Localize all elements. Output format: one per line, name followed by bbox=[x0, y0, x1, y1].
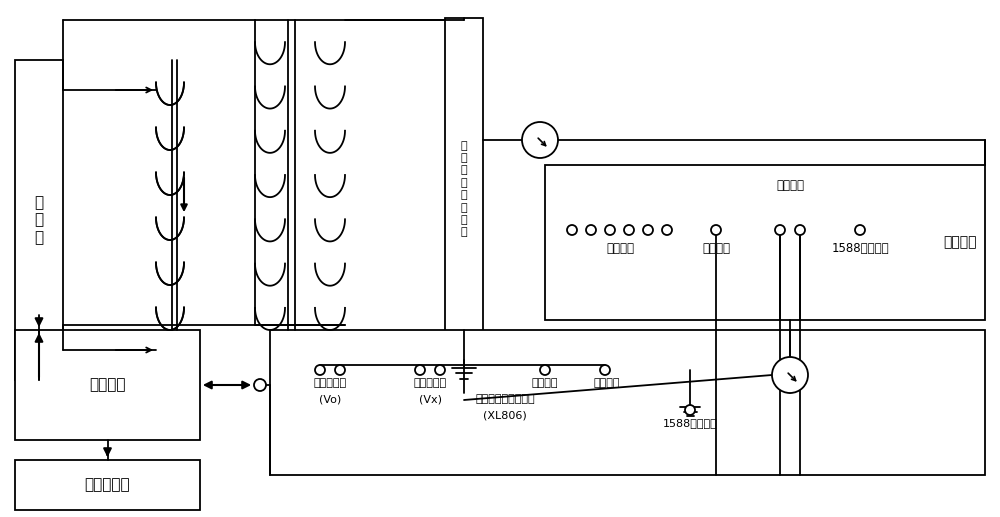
Text: (Vx): (Vx) bbox=[418, 394, 442, 404]
Text: 电子式互感器校验仪: 电子式互感器校验仪 bbox=[475, 394, 535, 404]
Circle shape bbox=[855, 225, 865, 235]
Text: 控制平台: 控制平台 bbox=[89, 377, 126, 392]
Text: 1588输入输出: 1588输入输出 bbox=[831, 242, 889, 255]
Text: 时钟输入: 时钟输入 bbox=[594, 378, 620, 388]
Text: 恒
压
源: 恒 压 源 bbox=[34, 195, 44, 245]
Bar bbox=[15, 460, 200, 510]
Text: 电
子
式
电
压
互
感
器: 电 子 式 电 压 互 感 器 bbox=[461, 141, 467, 237]
Circle shape bbox=[685, 405, 695, 415]
Text: 1588输入输入: 1588输入输入 bbox=[663, 418, 717, 428]
Bar bbox=[445, 18, 483, 360]
Circle shape bbox=[662, 225, 672, 235]
Circle shape bbox=[254, 379, 266, 391]
Text: 后台计算机: 后台计算机 bbox=[85, 478, 130, 493]
Circle shape bbox=[522, 122, 558, 158]
Bar bbox=[270, 330, 985, 475]
Text: 合并单元: 合并单元 bbox=[944, 236, 977, 250]
Circle shape bbox=[795, 225, 805, 235]
Text: 时钟输入: 时钟输入 bbox=[702, 242, 730, 255]
Circle shape bbox=[415, 365, 425, 375]
Circle shape bbox=[605, 225, 615, 235]
Circle shape bbox=[335, 365, 345, 375]
Circle shape bbox=[775, 225, 785, 235]
Text: 数字输出: 数字输出 bbox=[776, 179, 804, 192]
Text: 模拟量输入: 模拟量输入 bbox=[313, 378, 347, 388]
Text: (XL806): (XL806) bbox=[483, 410, 527, 420]
Bar bbox=[15, 60, 63, 380]
Circle shape bbox=[600, 365, 610, 375]
Circle shape bbox=[540, 365, 550, 375]
Circle shape bbox=[435, 365, 445, 375]
Circle shape bbox=[711, 225, 721, 235]
Circle shape bbox=[643, 225, 653, 235]
Text: 数字量输入: 数字量输入 bbox=[413, 378, 447, 388]
Text: (Vo): (Vo) bbox=[319, 394, 341, 404]
Circle shape bbox=[315, 365, 325, 375]
Circle shape bbox=[624, 225, 634, 235]
Text: 数字输入: 数字输入 bbox=[606, 242, 634, 255]
Bar bbox=[15, 330, 200, 440]
Circle shape bbox=[567, 225, 577, 235]
Text: 时钟输出: 时钟输出 bbox=[532, 378, 558, 388]
Circle shape bbox=[586, 225, 596, 235]
Bar bbox=[545, 165, 985, 320]
Circle shape bbox=[772, 357, 808, 393]
